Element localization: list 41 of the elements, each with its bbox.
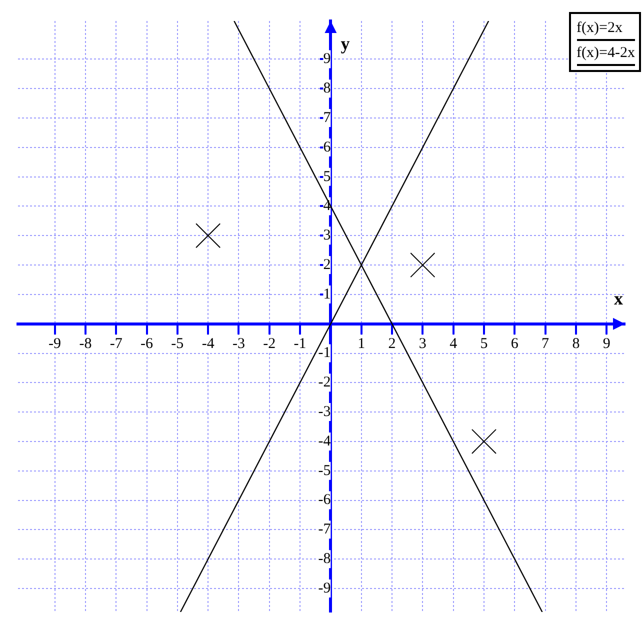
legend-label: f(x)=4-2x (576, 45, 635, 62)
x-tick-label: -7 (110, 336, 123, 352)
x-tick-label: -1 (294, 336, 306, 352)
x-tick-label: -5 (171, 336, 184, 352)
y-tick-label: -8 (318, 551, 331, 568)
x-tick-label: -3 (232, 336, 245, 352)
y-tick-label: -4 (318, 433, 332, 450)
x-tick-label: 5 (480, 336, 488, 352)
x-tick-label: -9 (48, 336, 62, 352)
y-tick-label: 8 (323, 80, 331, 97)
x-tick-label: 9 (602, 336, 610, 352)
x-tick-label: 3 (418, 336, 426, 352)
x-tick-label: -6 (140, 336, 154, 352)
x-tick-label: 7 (542, 336, 550, 352)
y-tick-label: 3 (323, 228, 331, 244)
x-axis-title: x (614, 288, 623, 309)
text: f(x)=2x (576, 20, 624, 37)
y-tick-label: -3 (318, 404, 331, 420)
x-tick-label: 1 (358, 336, 366, 352)
x-tick-label: -4 (202, 336, 215, 352)
y-tick-label: -5 (318, 462, 331, 479)
x-tick-label: 6 (510, 336, 519, 352)
y-tick-label: -6 (318, 492, 332, 508)
y-tick-label: -7 (318, 522, 332, 538)
point (410, 252, 436, 278)
y-tick-label: 5 (323, 168, 331, 185)
y-tick-label: 6 (323, 139, 332, 156)
y-tick-label: -2 (318, 374, 331, 391)
y-tick-label: 2 (323, 256, 331, 273)
x-tick-label: -8 (79, 336, 92, 352)
y-tick-label: 7 (323, 110, 332, 126)
y-tick-label: 1 (323, 286, 331, 302)
x-tick-label: 2 (388, 336, 396, 352)
y-tick-label: -9 (318, 580, 331, 596)
y-axis-title: y (340, 34, 350, 54)
point (196, 223, 221, 248)
x-tick-label: -2 (263, 336, 276, 352)
x-tick-label: 4 (450, 336, 458, 352)
point (471, 428, 496, 454)
x-tick-label: 8 (572, 336, 580, 352)
y-tick-label: 9 (323, 51, 331, 68)
